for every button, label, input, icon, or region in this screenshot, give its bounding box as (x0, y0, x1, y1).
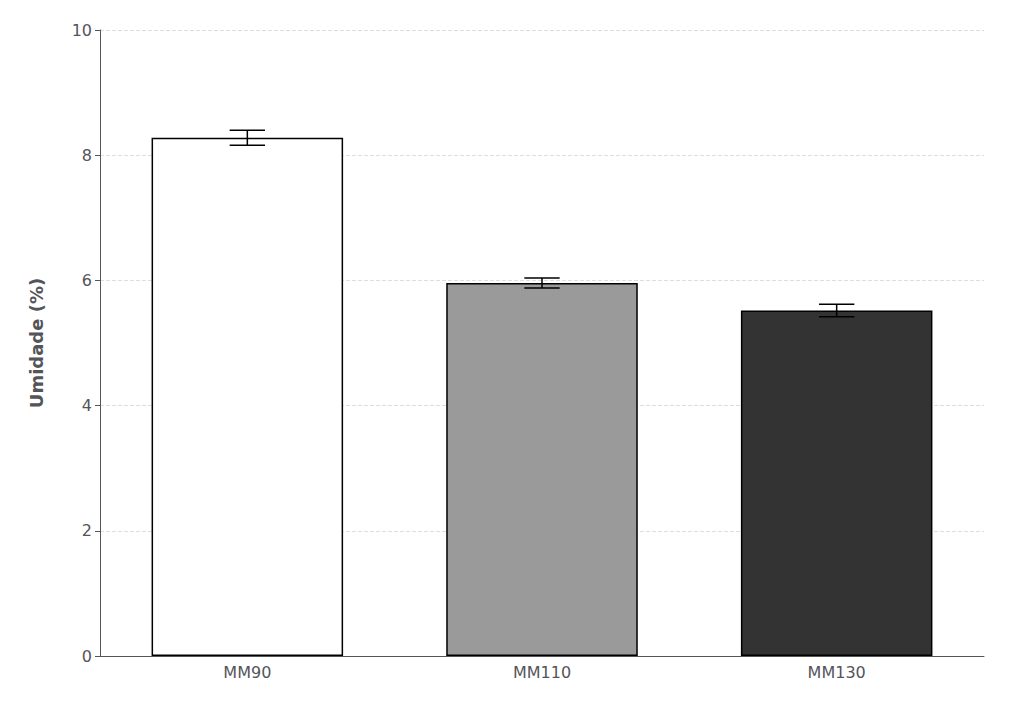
svg-text:4: 4 (82, 396, 92, 415)
svg-text:MM130: MM130 (808, 663, 866, 682)
svg-text:0: 0 (82, 647, 92, 666)
svg-text:MM110: MM110 (513, 663, 571, 682)
svg-text:6: 6 (82, 271, 92, 290)
svg-text:8: 8 (82, 146, 92, 165)
svg-text:Umidade (%): Umidade (%) (26, 278, 47, 408)
svg-text:MM90: MM90 (223, 663, 271, 682)
svg-text:2: 2 (82, 521, 92, 540)
svg-text:10: 10 (72, 21, 92, 40)
